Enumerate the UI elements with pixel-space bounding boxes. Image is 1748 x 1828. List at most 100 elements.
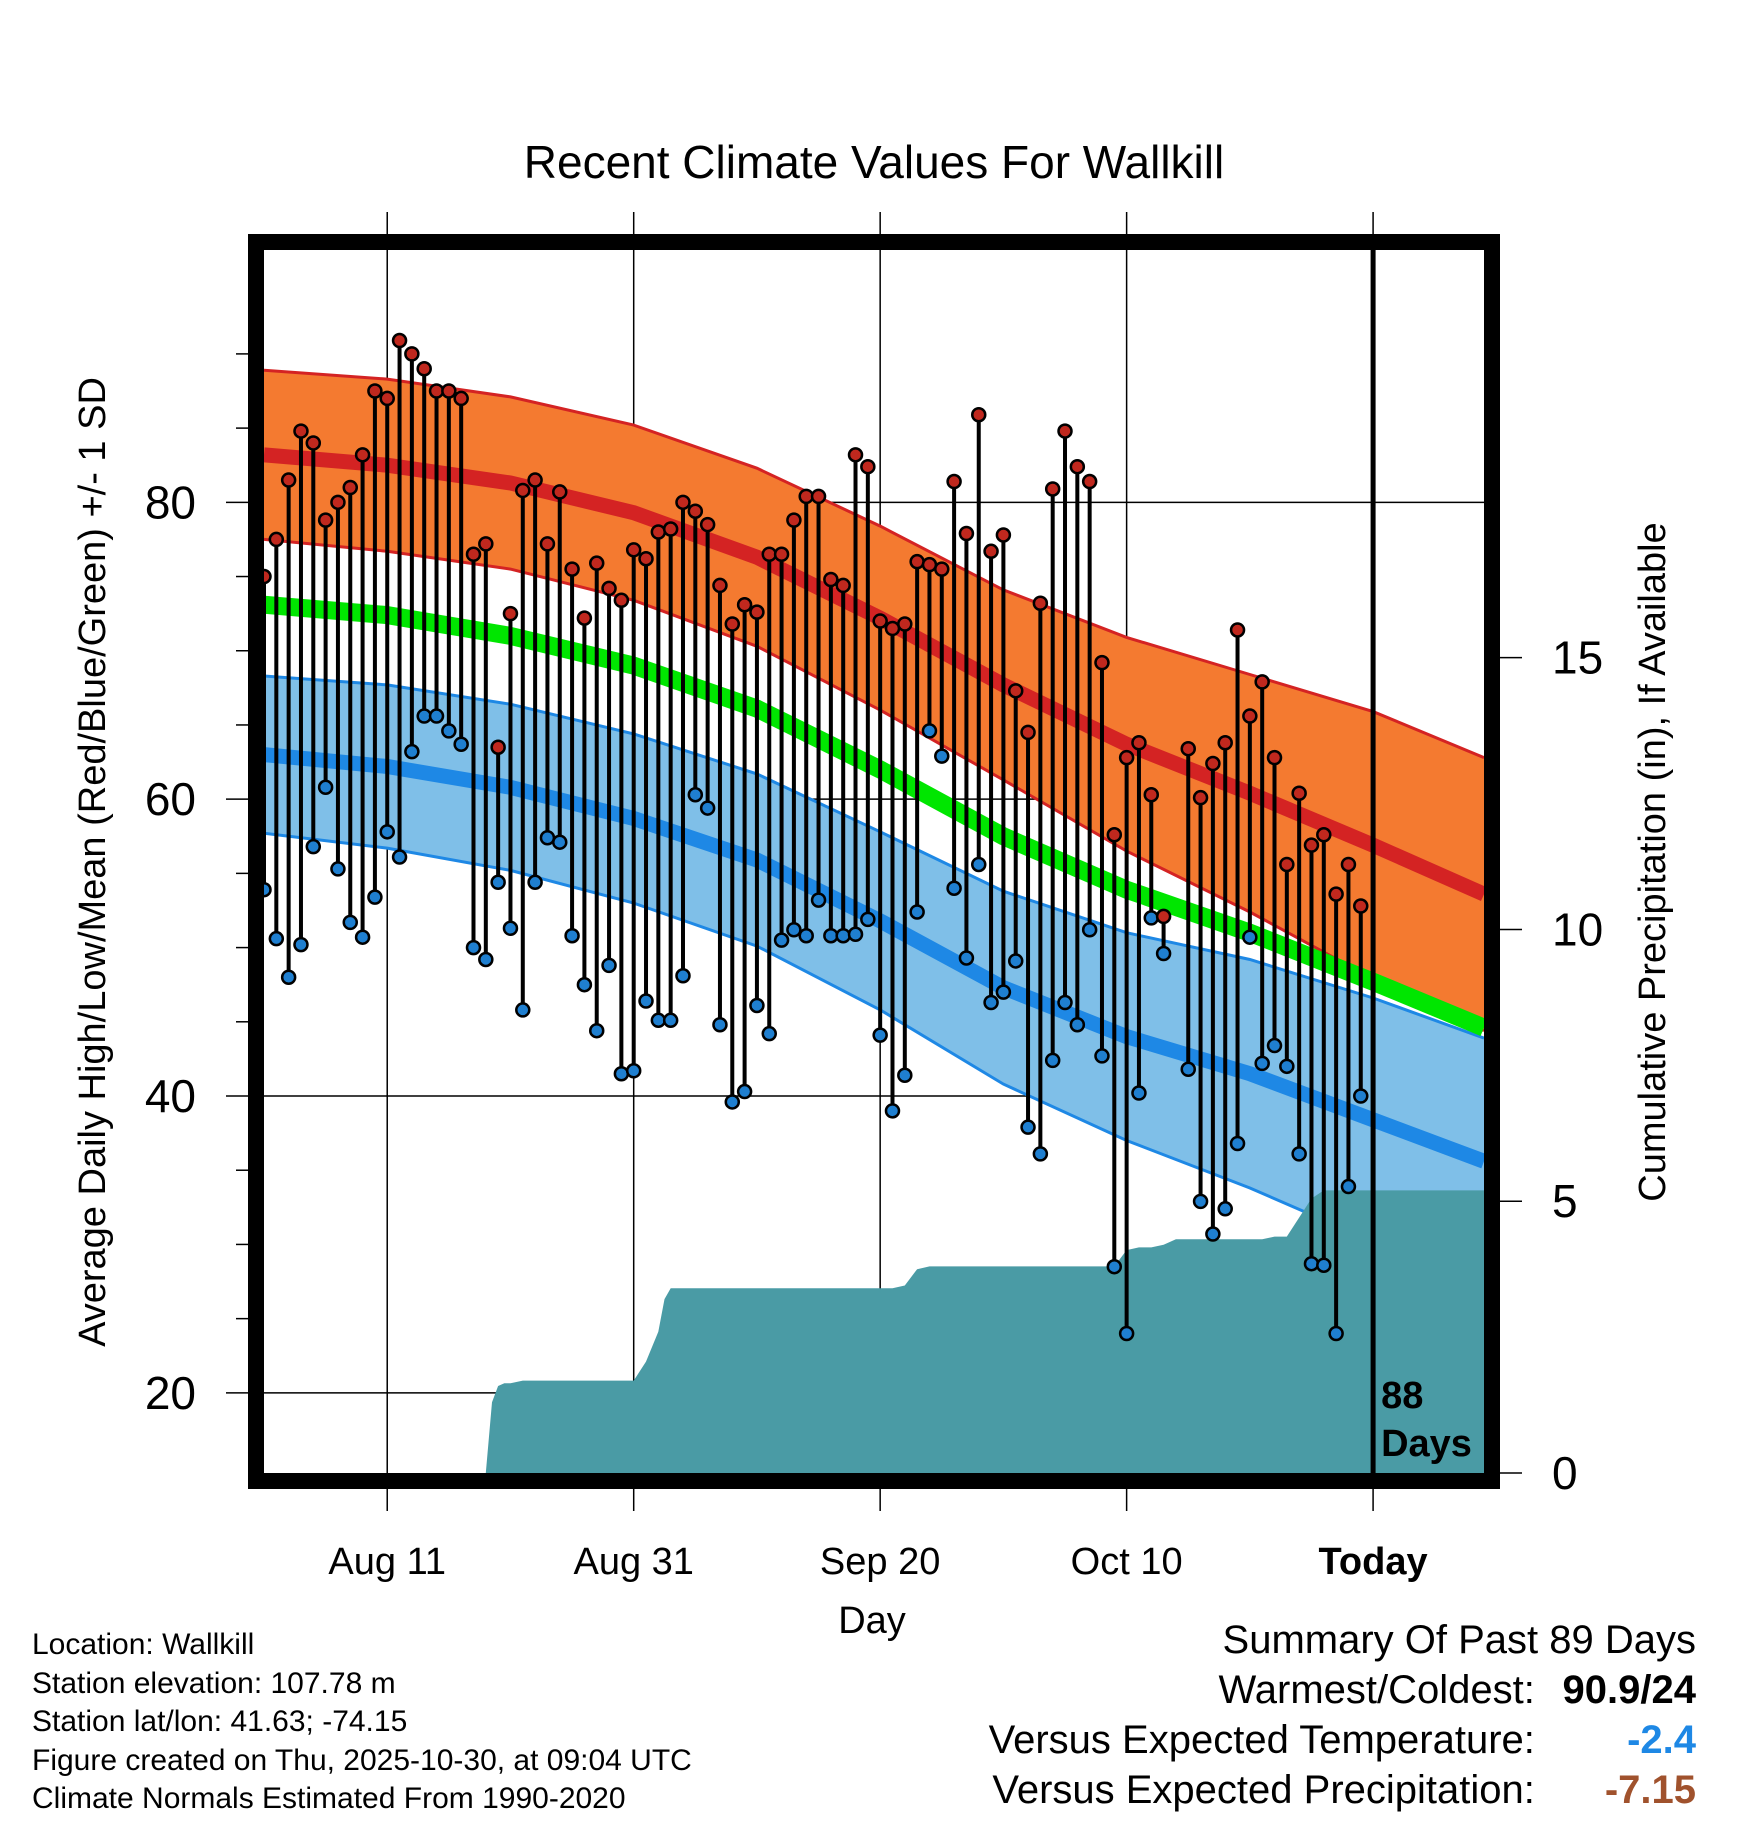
daily-high-point xyxy=(995,527,1012,543)
daily-high-point xyxy=(1266,749,1283,766)
daily-low-point xyxy=(1020,1119,1036,1135)
daily-high-point xyxy=(268,531,285,548)
daily-high-point xyxy=(317,512,334,528)
y2-tick-label: 15 xyxy=(1552,632,1603,684)
daily-low-point xyxy=(884,1103,901,1119)
daily-low-point xyxy=(958,950,975,966)
plot-area: 88 Days xyxy=(264,250,1484,1473)
daily-low-point xyxy=(1279,1058,1295,1075)
y2-tick-label: 0 xyxy=(1552,1447,1578,1499)
daily-high-point xyxy=(736,596,753,613)
daily-high-point xyxy=(897,616,913,632)
precip-area xyxy=(264,1190,1484,1473)
daily-low-point xyxy=(317,779,334,796)
daily-high-point xyxy=(810,488,827,505)
daily-low-point xyxy=(601,957,617,974)
daily-high-point xyxy=(798,488,814,505)
daily-high-point xyxy=(601,580,617,597)
daily-low-point xyxy=(1155,945,1172,962)
daily-low-point xyxy=(650,1012,667,1029)
daily-high-point xyxy=(1180,740,1196,757)
temp-deviation-label: Versus Expected Temperature: xyxy=(988,1718,1535,1762)
daily-high-point xyxy=(1081,473,1098,490)
daily-low-point xyxy=(293,936,309,953)
daily-low-point xyxy=(934,748,950,764)
daily-low-point xyxy=(798,927,814,944)
daily-low-point xyxy=(1057,994,1073,1011)
daily-high-point xyxy=(860,458,876,475)
daily-low-point xyxy=(576,976,593,993)
elevation-text: Station elevation: 107.78 m xyxy=(32,1666,396,1700)
summary-temp-row: Versus Expected Temperature: -2.4 xyxy=(989,1715,1696,1765)
daily-high-point xyxy=(786,512,802,528)
daily-high-point xyxy=(576,610,593,626)
daily-low-point xyxy=(1316,1257,1332,1273)
daily-high-point xyxy=(712,577,728,594)
daily-high-point xyxy=(1316,827,1332,843)
daily-low-point xyxy=(416,708,432,724)
daily-high-point xyxy=(983,543,999,560)
daily-high-point xyxy=(675,494,691,511)
daily-low-point xyxy=(773,932,790,948)
daily-high-point xyxy=(342,479,359,496)
daily-low-point xyxy=(564,927,580,944)
daily-high-point xyxy=(1143,786,1160,803)
daily-high-point xyxy=(761,546,778,563)
daily-high-point xyxy=(773,546,790,563)
daily-low-point xyxy=(264,881,272,898)
plot-content: 88 Days xyxy=(264,250,1484,1473)
y2-tick-label: 5 xyxy=(1552,1175,1578,1227)
daily-high-point xyxy=(1032,595,1049,611)
daily-high-point xyxy=(354,447,371,463)
daily-high-point xyxy=(1094,654,1110,671)
daily-low-point xyxy=(736,1083,753,1100)
warmest-value: 90.9/24 xyxy=(1562,1668,1696,1712)
x-tick-label: Sep 20 xyxy=(820,1541,940,1583)
daily-low-point xyxy=(810,892,827,908)
x-tick-label: Oct 10 xyxy=(1071,1541,1183,1583)
daily-high-point xyxy=(1155,908,1172,925)
daily-low-point xyxy=(453,736,469,752)
daily-low-point xyxy=(280,969,297,986)
daily-low-point xyxy=(675,968,691,984)
daily-high-point xyxy=(1340,856,1357,873)
daily-high-point xyxy=(1353,898,1369,914)
daily-high-point xyxy=(1020,724,1036,741)
daily-high-point xyxy=(465,546,482,563)
daily-low-point xyxy=(1242,929,1258,945)
created-text: Figure created on Thu, 2025-10-30, at 09… xyxy=(32,1743,692,1777)
y-tick-label: 60 xyxy=(145,773,196,825)
days-annotation: Days xyxy=(1381,1423,1472,1465)
daily-high-point xyxy=(478,536,494,552)
daily-high-point xyxy=(404,346,420,362)
location-text: Location: Wallkill xyxy=(32,1628,255,1661)
daily-low-point xyxy=(712,1017,728,1033)
daily-high-point xyxy=(416,360,432,377)
daily-high-point xyxy=(453,390,469,407)
daily-high-point xyxy=(391,332,408,349)
daily-high-point xyxy=(638,550,654,567)
daily-high-point xyxy=(441,383,457,399)
daily-low-point xyxy=(1192,1193,1209,1210)
daily-low-point xyxy=(478,951,494,968)
daily-low-point xyxy=(847,926,864,942)
daily-high-point xyxy=(552,484,568,500)
daily-low-point xyxy=(909,904,925,920)
daily-low-point xyxy=(515,1002,531,1018)
daily-high-point xyxy=(934,561,950,577)
daily-high-point xyxy=(379,390,395,407)
daily-high-point xyxy=(305,435,322,451)
daily-low-point xyxy=(1291,1146,1307,1162)
plot-frame xyxy=(248,234,1500,1489)
daily-low-point xyxy=(1229,1135,1246,1152)
days-annotation: 88 xyxy=(1381,1375,1423,1417)
daily-low-point xyxy=(502,920,519,937)
summary-panel: Summary Of Past 89 Days Warmest/Coldest:… xyxy=(989,1615,1696,1815)
daily-low-point xyxy=(872,1027,888,1043)
daily-high-point xyxy=(613,592,630,609)
daily-high-point xyxy=(1254,674,1270,690)
daily-high-point xyxy=(1069,458,1086,475)
y2-tick-label: 10 xyxy=(1552,903,1603,955)
daily-low-point xyxy=(588,1022,605,1039)
summary-title: Summary Of Past 89 Days xyxy=(1222,1618,1696,1662)
